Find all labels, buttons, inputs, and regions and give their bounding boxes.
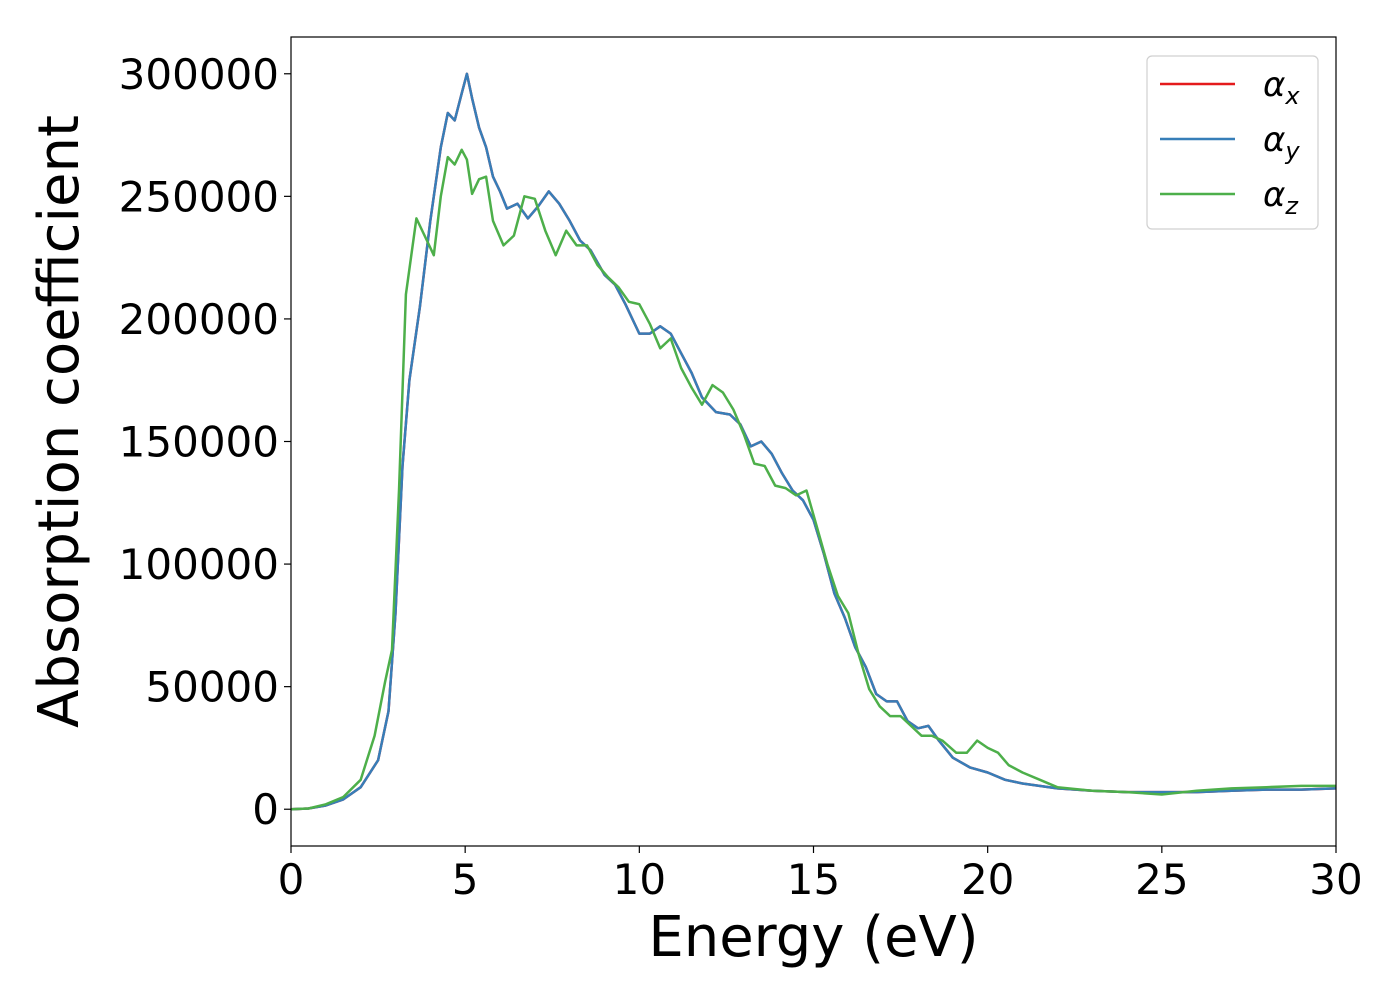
y-tick-label: 50000 (145, 663, 279, 712)
y-tick-label: 100000 (119, 540, 279, 589)
x-tick-label: 0 (278, 855, 305, 904)
y-tick-label: 150000 (119, 418, 279, 467)
series-line-y (291, 72, 1336, 811)
x-tick-label: 10 (613, 855, 666, 904)
x-tick-label: 20 (961, 855, 1014, 904)
legend-label-x: αx (1263, 65, 1300, 110)
ticks-layer: 0 5 10 15 20 25 30 0 50000 100000 150000 200000 2500… (119, 50, 1363, 904)
y-tick-label: 300000 (119, 50, 279, 99)
legend-label-z: αz (1263, 175, 1299, 220)
y-tick-label: 0 (252, 785, 279, 834)
x-axis-label: Energy (eV) (648, 905, 978, 970)
legend-label-y: αy (1263, 120, 1300, 165)
x-tick-label: 15 (787, 855, 840, 904)
x-tick-label: 30 (1309, 855, 1362, 904)
legend: αx αy αz (1146, 55, 1319, 230)
series-layer (291, 72, 1336, 811)
legend-box (1146, 55, 1319, 230)
x-tick-label: 5 (452, 855, 479, 904)
x-tick-label: 25 (1135, 855, 1188, 904)
y-tick-label: 200000 (119, 295, 279, 344)
series-line-z (291, 148, 1336, 811)
y-axis-label: Absorption coefficient (27, 115, 92, 728)
y-tick-label: 250000 (119, 172, 279, 221)
